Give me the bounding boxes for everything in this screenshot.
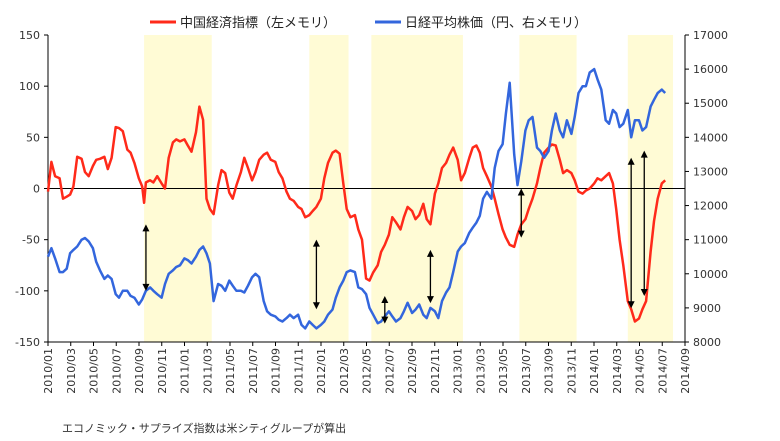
x-tick-label: 2013/09 <box>543 348 556 394</box>
x-tick-label: 2011/05 <box>224 348 237 394</box>
left-tick-label: 50 <box>26 131 40 144</box>
left-axis-ticks: -150 -100 -50 0 50 100 150 <box>15 29 48 349</box>
x-tick-label: 2010/05 <box>88 348 101 394</box>
x-tick-label: 2013/11 <box>565 348 578 394</box>
left-tick-label: 150 <box>19 29 40 42</box>
right-tick-label: 11000 <box>693 234 728 247</box>
arrow-head-top <box>640 150 648 158</box>
x-tick-label: 2013/01 <box>452 348 465 394</box>
right-tick-label: 16000 <box>693 63 728 76</box>
left-tick-label: 0 <box>33 183 40 196</box>
x-tick-label: 2014/07 <box>656 348 669 394</box>
series-lines <box>46 67 667 330</box>
arrow-head-bottom <box>426 296 434 304</box>
arrow-head-top <box>627 157 635 165</box>
arrow-head-bottom <box>517 230 525 238</box>
x-tick-label: 2011/01 <box>179 348 192 394</box>
right-tick-label: 9000 <box>693 302 721 315</box>
x-tick-label: 2011/07 <box>247 348 260 394</box>
right-tick-label: 10000 <box>693 268 728 281</box>
arrow-head-top <box>381 295 389 303</box>
right-axis-ticks: 8000 9000 10000 11000 12000 13000 14000 15000 16… <box>685 29 728 349</box>
x-tick-label: 2010/07 <box>110 348 123 394</box>
right-tick-label: 13000 <box>693 165 728 178</box>
right-tick-label: 17000 <box>693 29 728 42</box>
arrow-head-bottom <box>312 302 320 310</box>
legend-label-nikkei: 日経平均株価（円、右メモリ） <box>405 16 587 31</box>
left-tick-label: 100 <box>19 80 40 93</box>
arrow-head-bottom <box>142 283 150 291</box>
x-tick-label: 2012/05 <box>361 348 374 394</box>
x-tick-label: 2012/11 <box>429 348 442 394</box>
series-line-china <box>46 105 667 323</box>
x-tick-label: 2013/05 <box>497 348 510 394</box>
x-tick-label: 2010/01 <box>42 348 55 394</box>
right-tick-label: 15000 <box>693 97 728 110</box>
x-tick-label: 2013/07 <box>520 348 533 394</box>
right-tick-label: 8000 <box>693 336 721 349</box>
arrow-head-bottom <box>640 288 648 296</box>
x-tick-label: 2012/03 <box>338 348 351 394</box>
x-tick-label: 2011/09 <box>270 348 283 394</box>
left-tick-label: -100 <box>15 285 40 298</box>
right-tick-label: 12000 <box>693 200 728 213</box>
annotation-arrows <box>142 150 648 324</box>
series-line-nikkei <box>46 67 667 330</box>
footnote: エコノミック・サプライズ指数は米シティグループが算出 <box>62 421 346 435</box>
legend-label-china: 中国経済指標（左メモリ） <box>180 15 336 31</box>
arrow-head-top <box>517 188 525 196</box>
x-tick-label: 2013/03 <box>474 348 487 394</box>
left-tick-label: -150 <box>15 336 40 349</box>
x-tick-label: 2012/01 <box>315 348 328 394</box>
x-tick-label: 2012/07 <box>383 348 396 394</box>
x-axis-ticks: 2010/01 2010/03 2010/05 2010/07 2010/09 2010/… <box>42 342 692 394</box>
x-tick-label: 2011/11 <box>292 348 305 394</box>
x-tick-label: 2012/09 <box>406 348 419 394</box>
arrow-head-top <box>312 239 320 247</box>
right-tick-label: 14000 <box>693 131 728 144</box>
x-tick-label: 2014/01 <box>588 348 601 394</box>
x-tick-label: 2014/05 <box>634 348 647 394</box>
left-tick-label: -50 <box>22 234 40 247</box>
x-tick-label: 2014/09 <box>679 348 692 394</box>
x-tick-label: 2014/03 <box>611 348 624 394</box>
x-tick-label: 2010/11 <box>156 348 169 394</box>
legend: 中国経済指標（左メモリ） 日経平均株価（円、右メモリ） <box>150 15 587 31</box>
arrow-head-top <box>426 249 434 257</box>
arrow-head-bottom <box>381 316 389 324</box>
x-tick-label: 2011/03 <box>201 348 214 394</box>
arrow-head-top <box>142 224 150 232</box>
arrow-head-bottom <box>627 301 635 309</box>
x-tick-label: 2010/03 <box>65 348 78 394</box>
x-tick-label: 2010/09 <box>133 348 146 394</box>
